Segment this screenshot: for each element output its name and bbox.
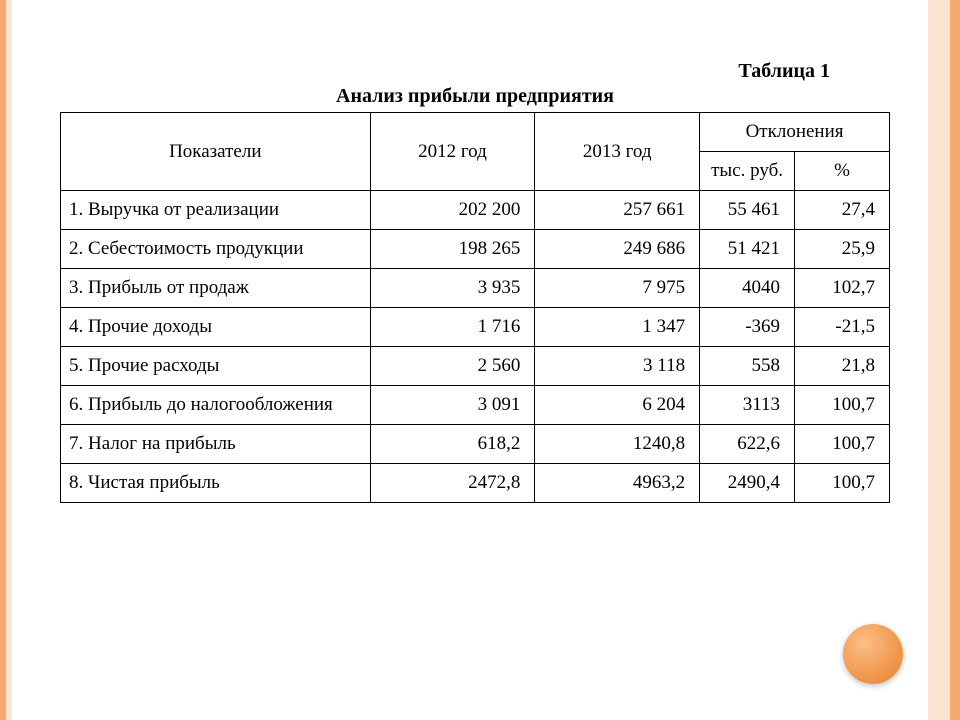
cell-2012: 198 265 xyxy=(370,230,535,269)
row-label: 2. Себестоимость продукции xyxy=(61,230,371,269)
cell-2012: 2 560 xyxy=(370,347,535,386)
cell-pct: 25,9 xyxy=(795,230,890,269)
cell-2012: 2472,8 xyxy=(370,464,535,503)
cell-2013: 4963,2 xyxy=(535,464,700,503)
cell-2013: 3 118 xyxy=(535,347,700,386)
profit-analysis-table: Показатели 2012 год 2013 год Отклонения … xyxy=(60,112,890,503)
header-2013: 2013 год xyxy=(535,113,700,191)
header-indicator: Показатели xyxy=(61,113,371,191)
cell-dev: -369 xyxy=(700,308,795,347)
cell-dev: 558 xyxy=(700,347,795,386)
cell-dev: 622,6 xyxy=(700,425,795,464)
cell-2012: 1 716 xyxy=(370,308,535,347)
header-2012: 2012 год xyxy=(370,113,535,191)
table-caption: Таблица 1 xyxy=(60,60,890,83)
cell-pct: 27,4 xyxy=(795,191,890,230)
cell-2012: 618,2 xyxy=(370,425,535,464)
cell-pct: 100,7 xyxy=(795,464,890,503)
cell-2013: 249 686 xyxy=(535,230,700,269)
header-dev-pct: % xyxy=(795,152,890,191)
table-row: 4. Прочие доходы 1 716 1 347 -369 -21,5 xyxy=(61,308,890,347)
cell-pct: -21,5 xyxy=(795,308,890,347)
cell-pct: 100,7 xyxy=(795,386,890,425)
row-label: 8. Чистая прибыль xyxy=(61,464,371,503)
table-row: 8. Чистая прибыль 2472,8 4963,2 2490,4 1… xyxy=(61,464,890,503)
cell-pct: 100,7 xyxy=(795,425,890,464)
cell-2013: 1 347 xyxy=(535,308,700,347)
table-row: 3. Прибыль от продаж 3 935 7 975 4040 10… xyxy=(61,269,890,308)
slide-content: Таблица 1 Анализ прибыли предприятия Пок… xyxy=(60,60,890,503)
cell-2012: 202 200 xyxy=(370,191,535,230)
table-row: 2. Себестоимость продукции 198 265 249 6… xyxy=(61,230,890,269)
cell-dev: 3113 xyxy=(700,386,795,425)
row-label: 7. Налог на прибыль xyxy=(61,425,371,464)
header-deviations: Отклонения xyxy=(700,113,890,152)
row-label: 6. Прибыль до налогообложения xyxy=(61,386,371,425)
cell-dev: 4040 xyxy=(700,269,795,308)
cell-pct: 21,8 xyxy=(795,347,890,386)
header-dev-rub: тыс. руб. xyxy=(700,152,795,191)
row-label: 5. Прочие расходы xyxy=(61,347,371,386)
cell-dev: 2490,4 xyxy=(700,464,795,503)
cell-dev: 51 421 xyxy=(700,230,795,269)
table-title: Анализ прибыли предприятия xyxy=(60,85,890,108)
left-accent-stripe xyxy=(0,0,12,720)
row-label: 4. Прочие доходы xyxy=(61,308,371,347)
table-row: 7. Налог на прибыль 618,2 1240,8 622,6 1… xyxy=(61,425,890,464)
row-label: 1. Выручка от реализации xyxy=(61,191,371,230)
decorative-circle-icon xyxy=(843,624,903,684)
cell-2012: 3 091 xyxy=(370,386,535,425)
cell-2012: 3 935 xyxy=(370,269,535,308)
right-accent-stripe xyxy=(928,0,960,720)
cell-pct: 102,7 xyxy=(795,269,890,308)
cell-2013: 257 661 xyxy=(535,191,700,230)
row-label: 3. Прибыль от продаж xyxy=(61,269,371,308)
table-row: 6. Прибыль до налогообложения 3 091 6 20… xyxy=(61,386,890,425)
cell-2013: 1240,8 xyxy=(535,425,700,464)
cell-dev: 55 461 xyxy=(700,191,795,230)
cell-2013: 7 975 xyxy=(535,269,700,308)
table-row: 1. Выручка от реализации 202 200 257 661… xyxy=(61,191,890,230)
cell-2013: 6 204 xyxy=(535,386,700,425)
table-row: 5. Прочие расходы 2 560 3 118 558 21,8 xyxy=(61,347,890,386)
